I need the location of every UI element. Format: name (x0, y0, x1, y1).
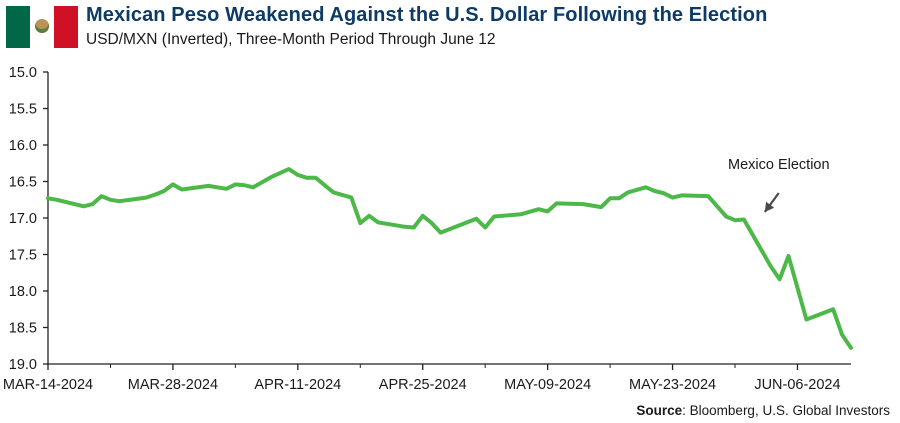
series-line-usd-mxn (46, 167, 853, 350)
y-tick-label: 16.5 (9, 175, 37, 191)
source-note: Source: Bloomberg, U.S. Global Investors (636, 403, 890, 418)
x-tick-label: MAR-14-2024 (3, 377, 93, 393)
flag-green-band (6, 6, 30, 48)
y-tick-label: 15.5 (9, 102, 37, 118)
x-tick-label: APR-11-2024 (254, 377, 341, 393)
y-tick-label: 17.0 (9, 211, 37, 227)
x-tick-label: MAY-09-2024 (504, 377, 591, 393)
x-tick-label: APR-25-2024 (379, 377, 467, 393)
annotation-mexico-election: Mexico Election (728, 157, 830, 173)
y-tick-label: 17.5 (9, 248, 37, 264)
chart-header: Mexican Peso Weakened Against the U.S. D… (0, 0, 900, 60)
x-tick-label: MAR-28-2024 (128, 377, 218, 393)
line-chart: 15.0 15.5 16.0 16.5 17.0 17.5 18.0 18.5 19.0 MAR-… (3, 65, 853, 393)
chart-title: Mexican Peso Weakened Against the U.S. D… (86, 4, 768, 26)
flag-emblem-icon (35, 19, 49, 33)
y-tick-label: 19.0 (9, 357, 37, 373)
y-tick-label: 15.0 (9, 65, 37, 81)
x-tick-label: MAY-23-2024 (629, 377, 716, 393)
flag-red-band (54, 6, 78, 48)
chart-subtitle: USD/MXN (Inverted), Three-Month Period T… (86, 31, 496, 48)
y-tick-label: 16.0 (9, 138, 37, 154)
y-tick-label: 18.5 (9, 321, 37, 337)
source-text: : Bloomberg, U.S. Global Investors (682, 403, 890, 418)
annotation-arrow-head-icon (764, 201, 775, 212)
x-tick-label: JUN-06-2024 (754, 377, 840, 393)
mexico-flag-icon (6, 6, 78, 48)
y-tick-label: 18.0 (9, 284, 37, 300)
source-label: Source (636, 403, 683, 418)
